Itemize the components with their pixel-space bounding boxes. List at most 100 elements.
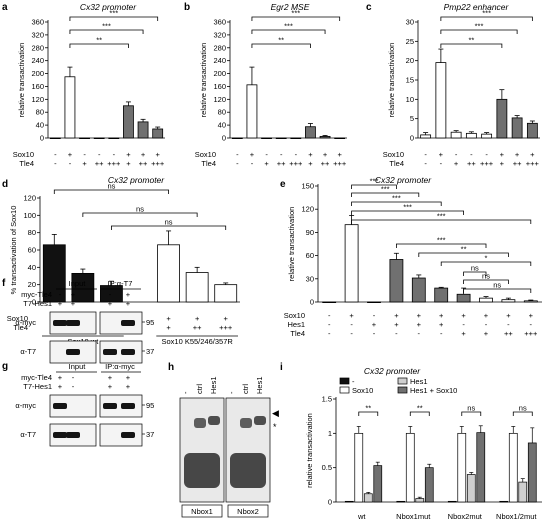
e-bar	[523, 300, 538, 303]
i-legend-label: Sox10	[352, 386, 373, 395]
c-significance-bracket	[440, 43, 503, 48]
a-condition-mark: +	[126, 159, 131, 168]
c-bar	[526, 122, 538, 139]
a-condition-mark: +++	[107, 159, 121, 168]
b-condition-mark: ++	[277, 159, 286, 168]
g-condition-mark: +	[126, 382, 131, 391]
a-y-tick-label: 320	[31, 30, 44, 39]
e-condition-mark: +	[394, 320, 399, 329]
e-significance-bracket	[463, 279, 509, 284]
a-condition-mark: +	[141, 150, 146, 159]
i-bar	[457, 432, 467, 503]
d-bar	[157, 244, 180, 303]
a-bar	[108, 137, 120, 140]
h-free-probe	[184, 453, 220, 488]
e-condition-mark: -	[485, 320, 488, 329]
c-condition-mark: +	[454, 159, 459, 168]
g-blot-membrane	[49, 394, 97, 418]
b-condition-mark: +	[308, 150, 313, 159]
b-condition-mark: -	[251, 159, 254, 168]
a-bar	[137, 121, 149, 139]
b-y-tick-label: 40	[218, 121, 226, 130]
a-row-label: Tle4	[19, 159, 34, 168]
c-condition-mark: +++	[480, 159, 494, 168]
h-panel-letter: h	[168, 362, 174, 373]
e-significance-bracket	[351, 192, 420, 197]
e-significance-bracket	[463, 271, 487, 276]
e-bar	[322, 301, 337, 304]
a-bar	[123, 105, 134, 139]
a-y-tick-label: 160	[31, 82, 44, 91]
e-bar	[367, 301, 381, 304]
e-condition-mark: ++	[504, 329, 513, 338]
b-bar	[261, 137, 272, 140]
b-y-tick-label: 320	[213, 30, 226, 39]
b-condition-mark: -	[265, 150, 268, 159]
e-bar	[389, 259, 404, 303]
a-panel-letter: a	[2, 2, 8, 13]
c-condition-mark: +++	[526, 159, 540, 168]
g-condition-mark: +	[126, 373, 131, 382]
i-bar	[424, 467, 434, 503]
f-antibody-label: α-T7	[20, 347, 36, 356]
b-condition-mark: -	[280, 150, 283, 159]
e-condition-mark: +	[506, 311, 511, 320]
i-bar	[373, 465, 383, 503]
e-bar	[501, 299, 516, 303]
e-condition-mark: -	[328, 329, 331, 338]
g-antibody-label: α-T7	[20, 430, 36, 439]
b-chart-title: Egr2 MSE	[271, 2, 310, 12]
f-condition-mark: +	[58, 299, 63, 308]
e-condition-mark: +	[461, 329, 466, 338]
d-significance-label: ns	[136, 205, 144, 214]
b-y-tick-label: 200	[213, 69, 226, 78]
e-chart-title: Cx32 promoter	[375, 175, 432, 185]
e-significance-label: ns	[471, 264, 479, 273]
d-bar	[214, 284, 238, 303]
d-y-tick-label: 20	[28, 280, 36, 289]
c-bar	[481, 133, 493, 139]
b-significance-label: ***	[284, 22, 293, 31]
e-condition-mark: +	[529, 311, 534, 320]
c-significance-label: ***	[475, 22, 484, 31]
i-bar	[405, 432, 415, 503]
c-bar	[511, 117, 523, 139]
g-group-label: Input	[69, 362, 87, 371]
a-condition-mark: +	[68, 150, 73, 159]
i-y-tick-label: 0.5	[322, 463, 332, 472]
e-condition-mark: -	[373, 311, 376, 320]
e-significance-bracket	[396, 243, 487, 248]
d-significance-bracket	[53, 189, 169, 194]
b-y-axis-title: relative transactivation	[199, 43, 208, 118]
e-significance-label: ***	[381, 185, 390, 194]
c-y-tick-label: 30	[406, 18, 414, 27]
a-condition-mark: -	[98, 150, 101, 159]
e-significance-label: ns	[493, 281, 501, 290]
e-y-tick-label: 120	[301, 205, 314, 214]
h-probe-box	[227, 504, 269, 518]
i-chart-title: Cx32 promoter	[364, 366, 421, 376]
g-condition-mark: +	[58, 382, 63, 391]
b-significance-bracket	[251, 43, 311, 48]
h-lane-label: ctrl	[241, 384, 250, 394]
e-condition-mark: -	[373, 329, 376, 338]
g-condition-mark: +	[58, 373, 63, 382]
e-condition-mark: -	[350, 320, 353, 329]
g-condition-mark: +	[108, 373, 113, 382]
a-condition-mark: -	[83, 150, 86, 159]
b-significance-bracket	[251, 29, 326, 34]
d-y-tick-label: 0	[32, 298, 36, 307]
c-y-tick-label: 25	[406, 37, 414, 46]
i-legend-label: Hes1 + Sox10	[410, 386, 457, 395]
f-condition-mark: -	[109, 290, 112, 299]
c-significance-label: ***	[482, 9, 491, 18]
f-size-marker: 37	[146, 347, 154, 356]
a-y-tick-label: 40	[36, 121, 44, 130]
a-condition-mark: -	[113, 150, 116, 159]
e-condition-mark: +	[439, 311, 444, 320]
d-y-tick-label: 40	[28, 263, 36, 272]
c-significance-bracket	[440, 29, 518, 34]
c-condition-mark: -	[485, 150, 488, 159]
